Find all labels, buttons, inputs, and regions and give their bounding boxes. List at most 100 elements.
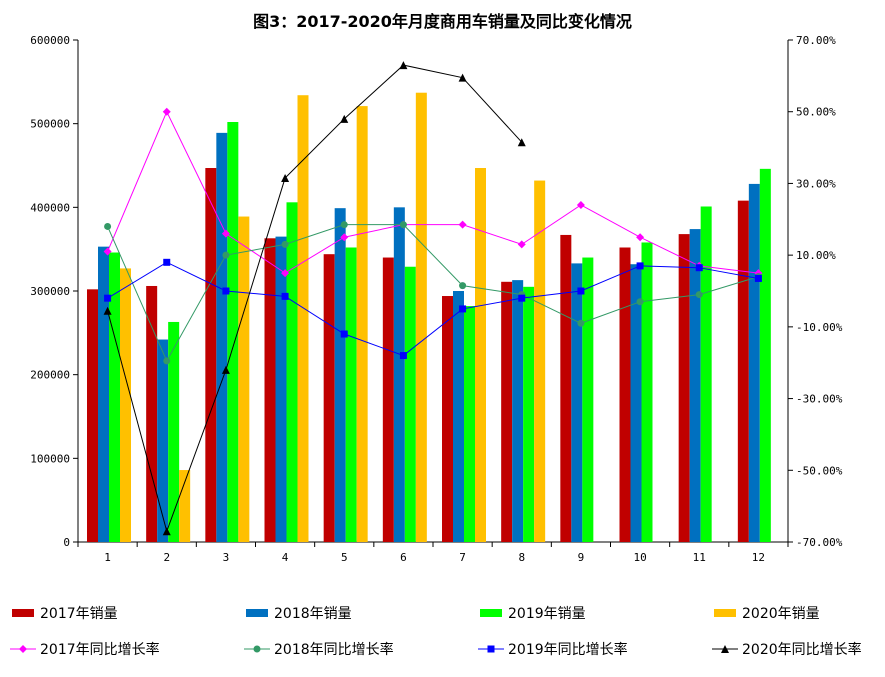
point-2020年同比增长率-3 xyxy=(221,365,230,374)
bar-2020年销量-8 xyxy=(534,180,546,542)
bar-2019年销量-5 xyxy=(345,247,357,542)
y-right-tick-label: 70.00% xyxy=(796,34,836,47)
point-2018年同比增长率-2 xyxy=(163,357,171,365)
square-marker-icon xyxy=(478,645,504,653)
bar-2017年销量-9 xyxy=(560,234,572,542)
y-left-tick-label: 100000 xyxy=(30,452,70,465)
point-2017年同比增长率-2 xyxy=(162,107,171,116)
bar-2019年销量-3 xyxy=(227,121,239,542)
bar-2020年销量-4 xyxy=(297,95,309,542)
legend-label: 2017年销量 xyxy=(40,606,118,622)
bar-2019年销量-12 xyxy=(759,168,771,542)
bar-2020年销量-3 xyxy=(238,216,250,542)
legend-item-2020-growth: 2020年同比增长率 xyxy=(712,638,862,660)
legend-label: 2017年同比增长率 xyxy=(40,642,160,658)
y-left-tick-label: 600000 xyxy=(30,34,70,47)
point-2019年同比增长率-3 xyxy=(222,287,230,295)
bar-2018年销量-4 xyxy=(275,236,287,542)
point-2017年同比增长率-9 xyxy=(576,200,585,209)
legend-swatch xyxy=(246,609,268,617)
legend-label: 2020年同比增长率 xyxy=(742,642,862,658)
chart-title: 图3：2017-2020年月度商用车销量及同比变化情况 xyxy=(253,12,632,31)
point-2018年同比增长率-6 xyxy=(399,221,407,229)
point-2020年同比增长率-4 xyxy=(281,174,290,183)
bar-2019年销量-4 xyxy=(286,202,298,542)
bar-2018年销量-6 xyxy=(393,207,405,543)
x-tick-label: 6 xyxy=(400,551,407,564)
point-2019年同比增长率-5 xyxy=(340,330,348,338)
point-2019年同比增长率-1 xyxy=(104,294,112,302)
y-right-tick-label: 10.00% xyxy=(796,249,836,262)
bar-2020年销量-1 xyxy=(120,268,131,542)
bar-2017年销量-8 xyxy=(501,281,513,542)
legend-swatch xyxy=(480,609,502,617)
bar-2019年销量-6 xyxy=(404,266,416,542)
bar-2018年销量-3 xyxy=(216,132,228,542)
bar-2019年销量-8 xyxy=(523,286,535,542)
point-2017年同比增长率-4 xyxy=(281,269,290,278)
bar-2019年销量-1 xyxy=(109,252,120,542)
y-left-tick-label: 300000 xyxy=(30,285,70,298)
x-tick-label: 4 xyxy=(282,551,289,564)
line-2018年同比增长率 xyxy=(107,224,759,363)
legend-swatch xyxy=(12,609,34,617)
point-2017年同比增长率-7 xyxy=(458,220,467,229)
x-tick-label: 10 xyxy=(633,551,646,564)
bar-2018年销量-5 xyxy=(334,208,346,543)
bar-2020年销量-2 xyxy=(179,470,191,542)
y-right-tick-label: -30.00% xyxy=(796,393,843,406)
x-tick-label: 5 xyxy=(341,551,348,564)
y-right-tick-label: -10.00% xyxy=(796,321,843,334)
bar-2017年销量-5 xyxy=(323,254,335,543)
bar-2017年销量-11 xyxy=(678,234,690,542)
x-tick-label: 1 xyxy=(104,551,111,564)
point-2018年同比增长率-4 xyxy=(281,240,289,248)
legend-item-2018-growth: 2018年同比增长率 xyxy=(244,638,394,660)
line-2020年同比增长率 xyxy=(107,64,523,533)
point-2019年同比增长率-4 xyxy=(281,292,289,300)
y-left-tick-label: 0 xyxy=(63,536,70,549)
bar-2020年销量-5 xyxy=(356,106,368,542)
bar-2017年销量-1 xyxy=(87,289,98,542)
bar-2019年销量-7 xyxy=(464,306,475,542)
point-2020年同比增长率-8 xyxy=(517,138,526,147)
bar-2017年销量-12 xyxy=(737,200,749,542)
bar-2019年销量-2 xyxy=(168,321,180,542)
x-tick-label: 12 xyxy=(752,551,765,564)
legend-item-2017-growth: 2017年同比增长率 xyxy=(10,638,160,660)
point-2018年同比增长率-7 xyxy=(459,282,467,290)
bar-2017年销量-4 xyxy=(264,238,276,543)
point-2017年同比增长率-8 xyxy=(517,240,526,249)
y-right-tick-label: 30.00% xyxy=(796,177,836,190)
x-tick-label: 9 xyxy=(578,551,585,564)
bar-2018年销量-9 xyxy=(571,263,583,542)
legend-item-2018-sales: 2018年销量 xyxy=(246,602,352,624)
legend-item-2020-sales: 2020年销量 xyxy=(714,602,820,624)
bar-2019年销量-10 xyxy=(641,242,653,542)
point-2018年同比增长率-5 xyxy=(340,221,348,229)
x-tick-label: 7 xyxy=(459,551,466,564)
y-right-tick-label: -70.00% xyxy=(796,536,843,549)
point-2019年同比增长率-12 xyxy=(754,274,762,282)
point-2020年同比增长率-5 xyxy=(340,114,349,123)
x-tick-label: 3 xyxy=(223,551,230,564)
bar-2017年销量-6 xyxy=(382,257,394,542)
bar-2018年销量-7 xyxy=(453,291,464,542)
legend-label: 2019年同比增长率 xyxy=(508,642,628,658)
bar-2018年销量-12 xyxy=(748,183,760,542)
point-2017年同比增长率-10 xyxy=(636,233,645,242)
legend-swatch xyxy=(714,609,736,617)
bar-2018年销量-1 xyxy=(98,246,109,542)
bar-2019年销量-9 xyxy=(582,257,594,542)
bar-2019年销量-11 xyxy=(700,206,712,542)
bar-2018年销量-10 xyxy=(630,264,642,542)
point-2020年同比增长率-2 xyxy=(162,527,171,536)
y-left-tick-label: 200000 xyxy=(30,369,70,382)
point-2017年同比增长率-5 xyxy=(340,233,349,242)
y-right-tick-label: 50.00% xyxy=(796,106,836,119)
y-left-tick-label: 400000 xyxy=(30,201,70,214)
legend-row-lines: 2017年同比增长率 2018年同比增长率 2019年同比增长率 2020年同比… xyxy=(0,638,885,660)
point-2019年同比增长率-10 xyxy=(636,262,644,270)
line-2019年同比增长率 xyxy=(107,261,759,357)
x-tick-label: 11 xyxy=(693,551,706,564)
